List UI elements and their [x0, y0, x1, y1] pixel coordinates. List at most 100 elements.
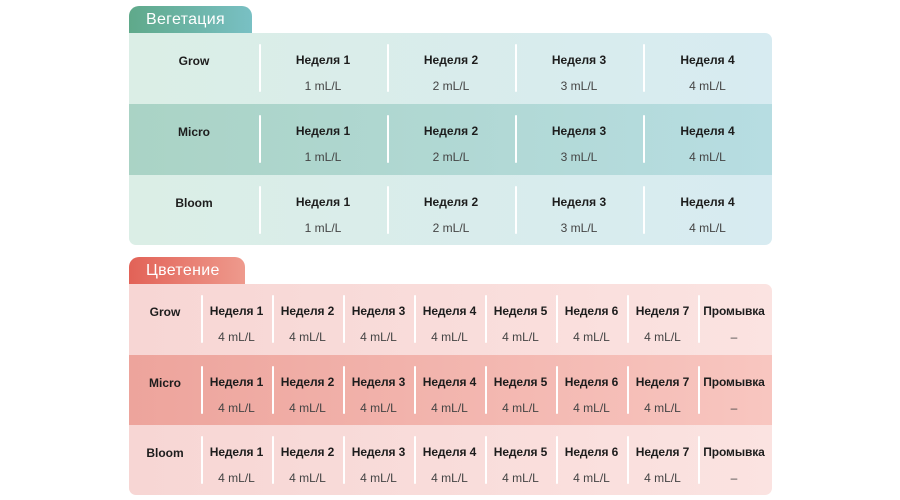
week-label: Неделя 7 [635, 304, 690, 318]
table-cell: Неделя 5 4 mL/L [485, 355, 556, 425]
table-cell: Неделя 2 4 mL/L [272, 355, 343, 425]
week-label: Неделя 4 [680, 195, 735, 209]
table-cell: Неделя 3 3 mL/L [515, 175, 643, 245]
table-cell: Неделя 5 4 mL/L [485, 284, 556, 355]
table-cell: Неделя 2 2 mL/L [387, 33, 515, 104]
table-cell: Неделя 4 4 mL/L [643, 175, 772, 245]
week-label: Неделя 7 [635, 445, 690, 459]
dose-value: 4 mL/L [689, 221, 726, 235]
week-label: Неделя 3 [351, 375, 406, 389]
dose-value: 4 mL/L [431, 330, 468, 344]
table-cell: Неделя 2 2 mL/L [387, 175, 515, 245]
flowering-table: Grow Неделя 1 4 mL/L Неделя 2 4 mL/L Неделя 3… [129, 284, 772, 495]
table-cell: Неделя 4 4 mL/L [643, 104, 772, 175]
flowering-section: Цветение Grow Неделя 1 4 mL/L Неделя 2 4 mL/… [129, 257, 772, 495]
week-label: Неделя 2 [423, 195, 479, 209]
dose-value: 4 mL/L [573, 471, 610, 485]
row-label: Grow [178, 54, 210, 68]
row-label: Bloom [175, 196, 213, 210]
week-label: Неделя 3 [351, 304, 406, 318]
table-cell: Неделя 3 3 mL/L [515, 33, 643, 104]
row-label: Micro [148, 376, 181, 390]
table-cell: Неделя 3 4 mL/L [343, 355, 414, 425]
week-label: Неделя 3 [551, 53, 607, 67]
dose-value: 3 mL/L [560, 150, 598, 164]
vegetation-title: Вегетация [129, 6, 252, 33]
week-label: Неделя 5 [493, 375, 548, 389]
table-cell: Неделя 6 4 mL/L [556, 284, 627, 355]
row-label: Grow [149, 305, 181, 319]
week-label: Неделя 4 [422, 445, 477, 459]
table-cell: Неделя 1 4 mL/L [201, 355, 272, 425]
week-label: Неделя 2 [423, 124, 479, 138]
dose-value: 2 mL/L [432, 221, 470, 235]
table-cell: Неделя 1 4 mL/L [201, 425, 272, 495]
table-cell: Неделя 3 3 mL/L [515, 104, 643, 175]
week-label: Неделя 2 [280, 445, 335, 459]
week-label: Неделя 1 [209, 375, 264, 389]
week-label: Неделя 6 [564, 445, 619, 459]
dose-value: 4 mL/L [502, 330, 539, 344]
table-cell: Неделя 1 1 mL/L [259, 104, 387, 175]
dose-value: 1 mL/L [304, 221, 342, 235]
table-cell: Неделя 2 4 mL/L [272, 425, 343, 495]
table-cell: Неделя 4 4 mL/L [414, 425, 485, 495]
dose-value: 1 mL/L [304, 150, 342, 164]
dose-value: 4 mL/L [360, 471, 397, 485]
dose-value: 3 mL/L [560, 79, 598, 93]
vegetation-table: Grow Неделя 1 1 mL/L Неделя 2 2 mL/L Неделя 3… [129, 33, 772, 245]
table-cell: Неделя 5 4 mL/L [485, 425, 556, 495]
week-label: Неделя 1 [295, 124, 351, 138]
table-cell: Неделя 3 4 mL/L [343, 425, 414, 495]
week-label: Неделя 6 [564, 375, 619, 389]
dose-value: 4 mL/L [431, 471, 468, 485]
dose-value: 4 mL/L [289, 471, 326, 485]
week-label: Промывка [703, 375, 765, 389]
dose-value: 4 mL/L [573, 401, 610, 415]
dose-value: 4 mL/L [218, 330, 255, 344]
week-label: Неделя 3 [551, 195, 607, 209]
dose-value: 2 mL/L [432, 79, 470, 93]
dose-value: – [730, 330, 738, 344]
table-cell: Неделя 4 4 mL/L [643, 33, 772, 104]
dose-value: 4 mL/L [502, 401, 539, 415]
dose-value: – [730, 471, 738, 485]
week-label: Неделя 2 [423, 53, 479, 67]
table-cell: Неделя 1 1 mL/L [259, 33, 387, 104]
table-cell: Неделя 3 4 mL/L [343, 284, 414, 355]
table-cell: Неделя 4 4 mL/L [414, 355, 485, 425]
dose-value: 4 mL/L [360, 330, 397, 344]
table-cell: Промывка – [698, 355, 770, 425]
week-label: Промывка [703, 304, 765, 318]
dose-value: 1 mL/L [304, 79, 342, 93]
week-label: Неделя 2 [280, 375, 335, 389]
flowering-title: Цветение [129, 257, 245, 284]
dose-value: 4 mL/L [289, 330, 326, 344]
week-label: Неделя 3 [551, 124, 607, 138]
dose-value: 4 mL/L [289, 401, 326, 415]
dose-value: 4 mL/L [689, 79, 726, 93]
week-label: Неделя 4 [422, 304, 477, 318]
table-cell: Неделя 2 4 mL/L [272, 284, 343, 355]
dose-value: 2 mL/L [432, 150, 470, 164]
dose-value: 4 mL/L [644, 401, 681, 415]
week-label: Неделя 1 [209, 304, 264, 318]
week-label: Неделя 6 [564, 304, 619, 318]
dose-value: 4 mL/L [644, 330, 681, 344]
dose-value: 4 mL/L [431, 401, 468, 415]
dose-value: 4 mL/L [689, 150, 726, 164]
dose-value: 4 mL/L [644, 471, 681, 485]
table-cell: Неделя 7 4 mL/L [627, 355, 698, 425]
table-cell: Неделя 1 1 mL/L [259, 175, 387, 245]
table-cell: Неделя 7 4 mL/L [627, 425, 698, 495]
dose-value: 4 mL/L [502, 471, 539, 485]
week-label: Промывка [703, 445, 765, 459]
dose-value: 4 mL/L [218, 471, 255, 485]
dose-value: 3 mL/L [560, 221, 598, 235]
week-label: Неделя 7 [635, 375, 690, 389]
table-cell: Неделя 1 4 mL/L [201, 284, 272, 355]
week-label: Неделя 4 [680, 124, 735, 138]
